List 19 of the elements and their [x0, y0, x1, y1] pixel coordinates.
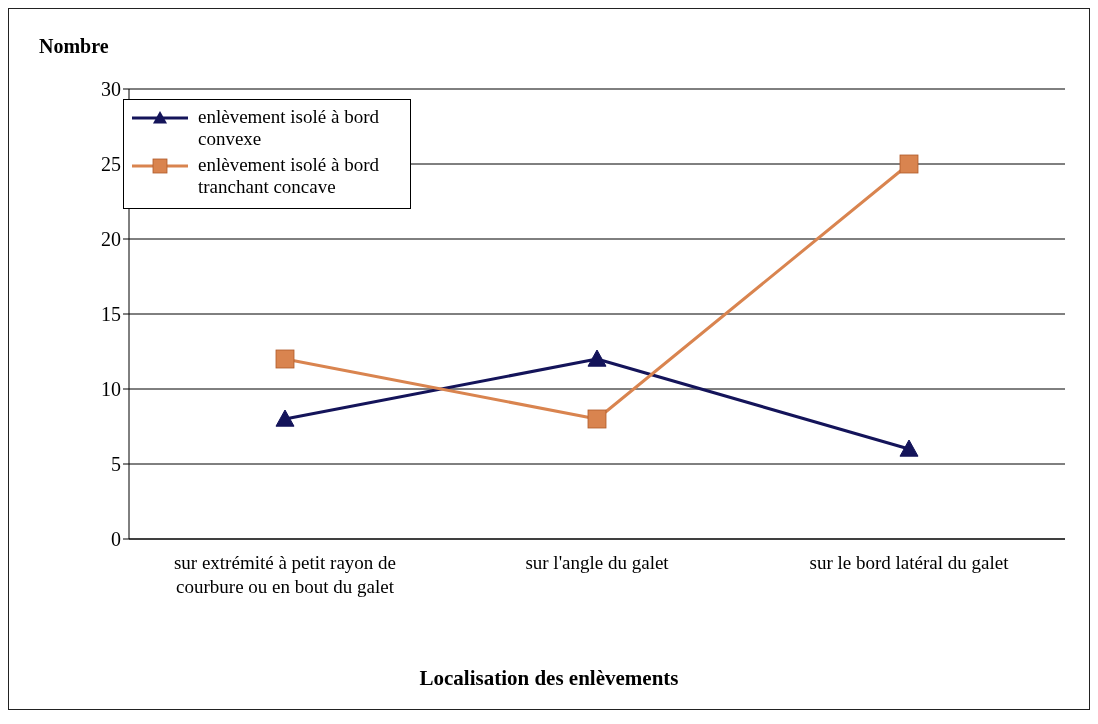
y-tick-label: 5 [111, 453, 121, 476]
y-tick-label: 20 [101, 228, 121, 251]
point [275, 349, 295, 369]
point [899, 439, 919, 457]
y-tick-label: 30 [101, 78, 121, 101]
y-axis-title: Nombre [39, 35, 109, 58]
point [587, 349, 607, 367]
x-tick-label: sur l'angle du galet [525, 552, 670, 573]
x-tick-label: sur le bord latéral du galet [809, 552, 1010, 573]
y-tick-label: 10 [101, 378, 121, 401]
point [275, 409, 295, 427]
y-tick-label: 25 [101, 153, 121, 176]
x-tick-label: sur extrémité à petit rayon de courbure ou en bout du galet [173, 552, 397, 597]
x-axis-title: Localisation des enlèvements [418, 666, 680, 691]
point [899, 154, 919, 174]
point [587, 409, 607, 429]
y-tick-label: 0 [111, 528, 121, 551]
legend-label: enlèvement isolé à bord tranchant concave [198, 154, 380, 198]
y-tick-label: 15 [101, 303, 121, 326]
